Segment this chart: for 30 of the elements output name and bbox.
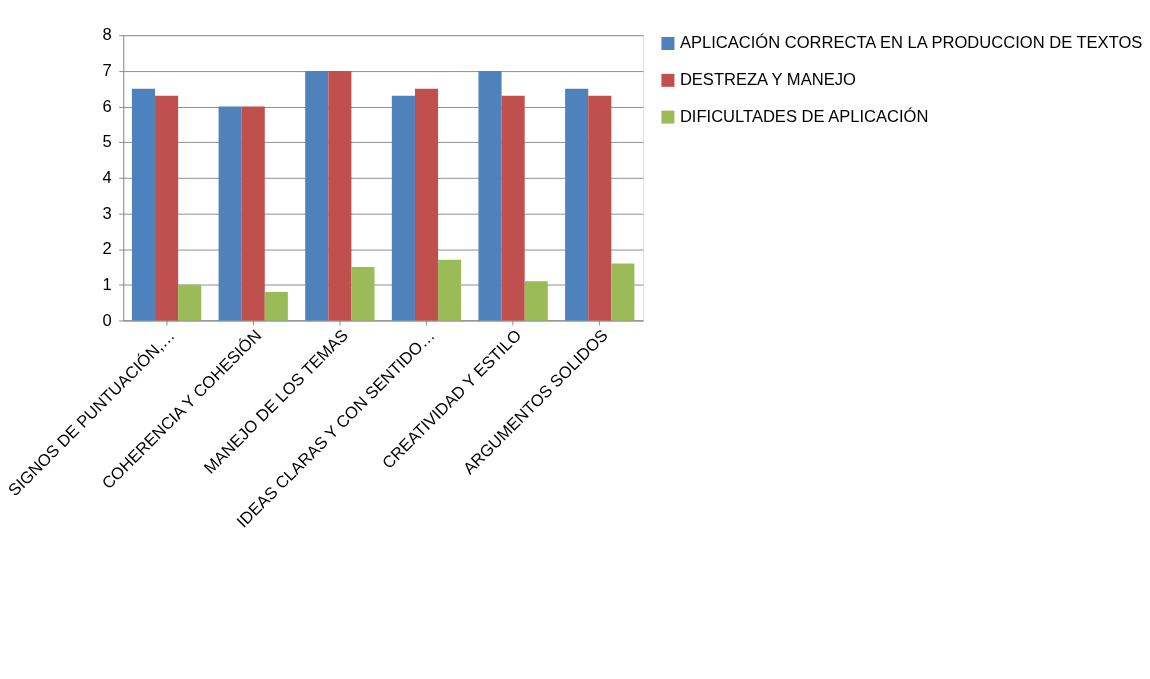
bar <box>611 263 635 321</box>
y-tick-label: 5 <box>102 132 112 152</box>
y-tick-label: 3 <box>102 203 112 223</box>
bar <box>478 70 502 321</box>
y-tick-label: 8 <box>102 25 112 45</box>
bar <box>131 88 156 321</box>
bar <box>588 95 612 321</box>
legend-label: DESTREZA Y MANEJO <box>679 69 856 89</box>
y-tick-label: 1 <box>102 274 112 294</box>
y-tick-label: 4 <box>102 167 112 187</box>
y-tick-label: 0 <box>102 310 112 330</box>
y-tick-label: 6 <box>102 96 112 116</box>
bar <box>264 291 288 321</box>
bar <box>328 70 352 321</box>
legend-label: DIFICULTADES DE APLICACIÓN <box>679 106 929 126</box>
legend-label: APLICACIÓN CORRECTA EN LA PRODUCCION DE TEXTOS <box>679 33 1143 53</box>
bar <box>351 266 375 321</box>
bar <box>178 284 202 321</box>
bar <box>305 70 329 321</box>
bar <box>218 106 242 321</box>
bar <box>414 88 439 321</box>
y-tick-label: 2 <box>102 239 112 259</box>
bar <box>501 95 525 321</box>
bar <box>524 281 548 321</box>
bar <box>438 259 462 321</box>
bar <box>565 88 589 321</box>
bar <box>241 106 265 321</box>
y-tick-label: 7 <box>102 60 112 80</box>
bar <box>391 95 415 321</box>
bar <box>155 95 179 321</box>
